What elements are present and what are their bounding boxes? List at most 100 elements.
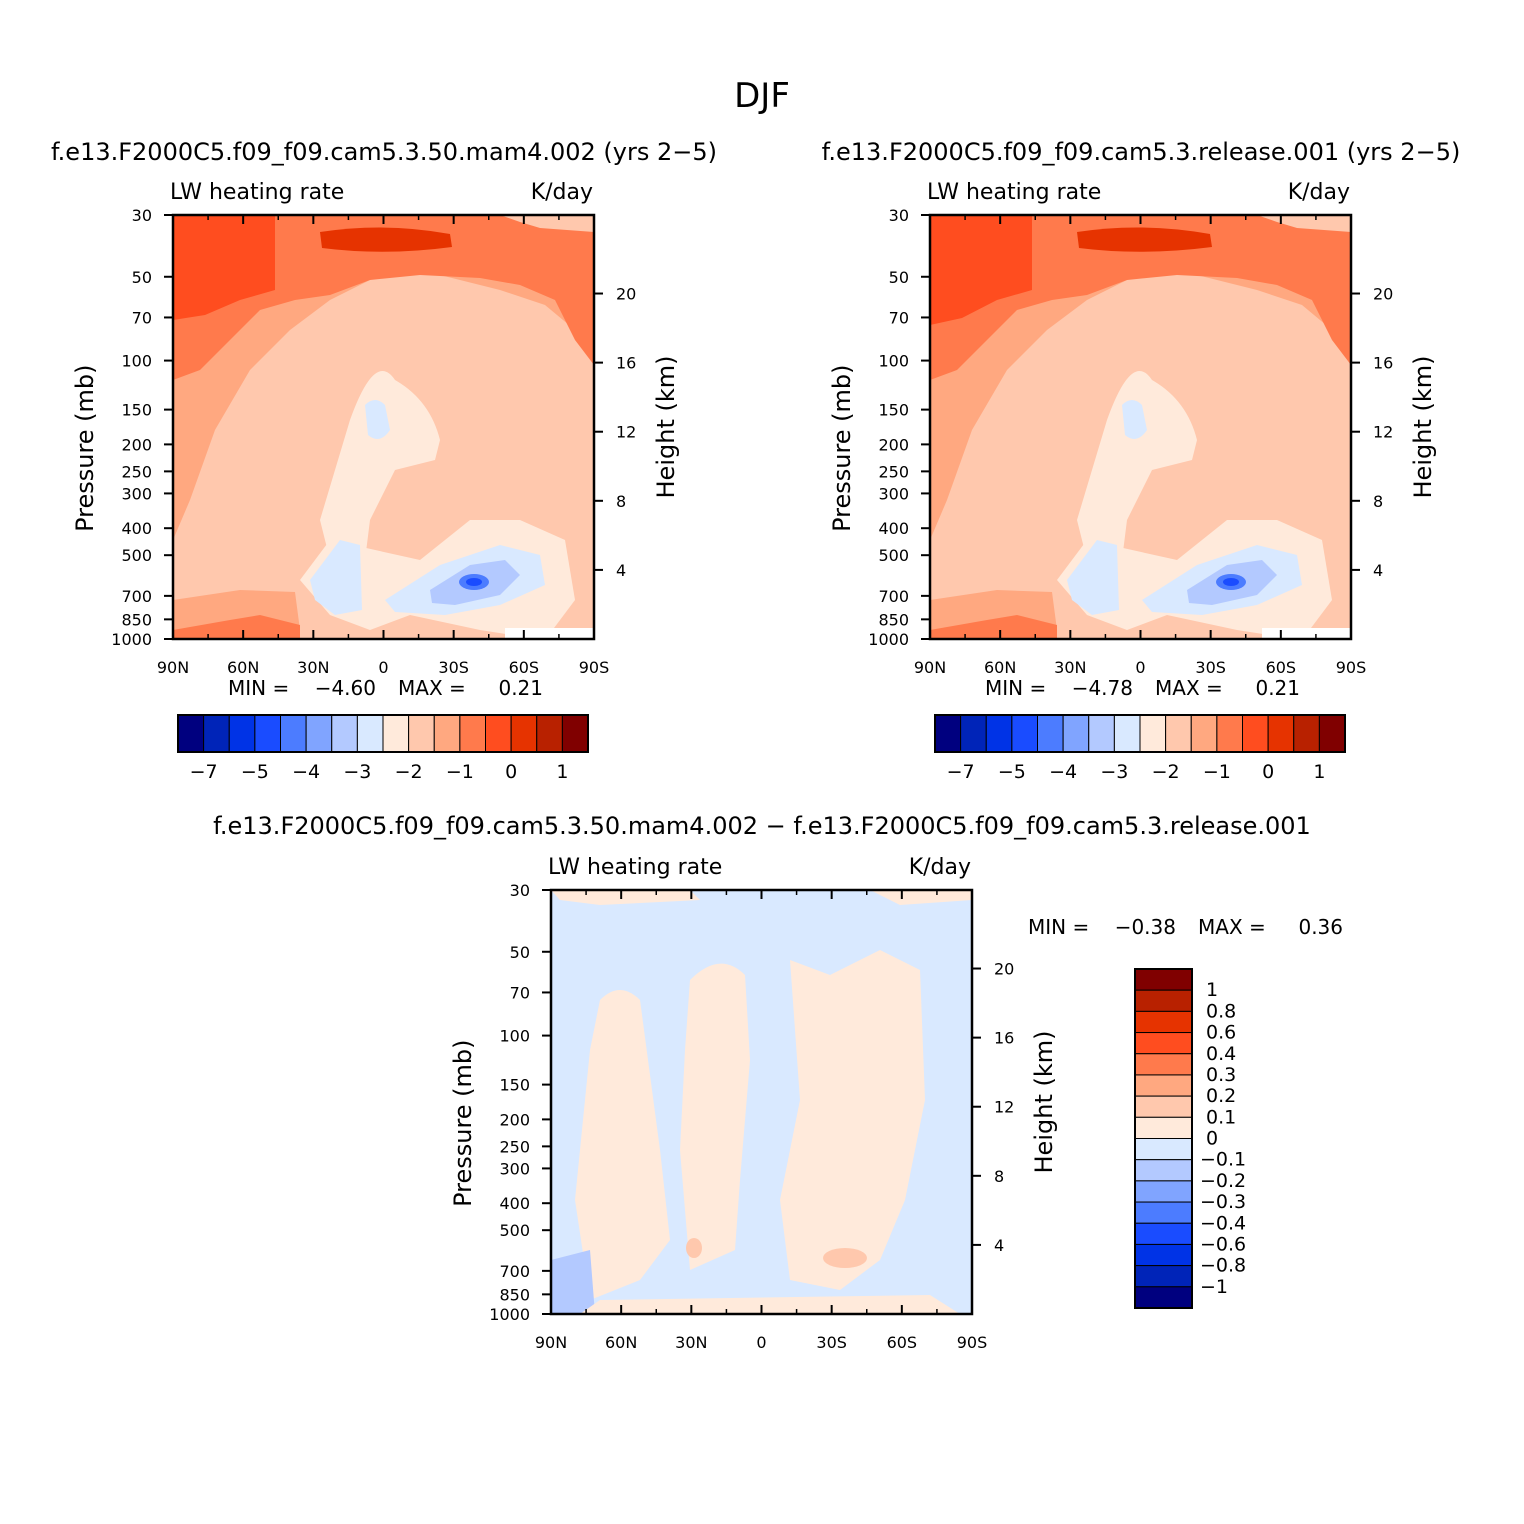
units-label: K/day [531,180,593,205]
y-right-axis-title: Height (km) [1030,1031,1058,1174]
y-tick-label: 400 [121,519,152,538]
colorbar-3: 10.80.60.40.30.20.10−0.1−0.2−0.3−0.4−0.6… [1134,968,1246,1309]
y-right-tick-label: 12 [1373,423,1393,442]
colorbar-label: −4 [1049,761,1077,783]
colorbar-box [1134,1286,1193,1309]
colorbar-box [1139,714,1167,753]
max-label: MAX = [398,676,466,700]
field-label: LW heating rate [927,180,1101,205]
colorbar-box [1134,1010,1193,1034]
y-tick-label: 30 [132,206,152,225]
x-tick-label: 30S [1195,658,1226,677]
y-right-tick-label: 4 [616,561,626,580]
colorbar-label: −0.2 [1200,1170,1246,1192]
colorbar-box [1134,1074,1193,1097]
colorbar-label: −1 [446,761,474,783]
colorbar-box [510,714,538,753]
y-tick-label: 700 [499,1262,530,1281]
colorbar-box [1318,714,1346,753]
colorbar-box [1134,1095,1193,1118]
colorbar-box [356,714,384,753]
y-tick-label: 300 [121,484,152,503]
y-tick-label: 250 [499,1137,530,1156]
colorbar-box [1134,1159,1193,1182]
max-value: 0.21 [1255,676,1300,700]
y-tick-label: 300 [878,484,909,503]
y-tick-label: 700 [878,587,909,606]
y-tick-label: 70 [889,308,909,327]
colorbar-box [1134,989,1193,1012]
y-tick-label: 700 [121,587,152,606]
colorbar-2: −7 −5 −4 −3 −2 −1 0 1 [934,714,1346,783]
x-tick-label: 90S [579,658,610,677]
colorbar-label: −0.6 [1200,1233,1246,1255]
x-tick-label: 60N [984,658,1016,677]
min-value: −0.38 [1115,915,1176,939]
colorbar-label: 1 [1313,761,1325,783]
x-tick-label: 90N [914,658,946,677]
colorbar-box [1134,1138,1193,1161]
y-tick-label: 1000 [489,1305,530,1324]
min-label: MIN = [985,676,1046,700]
x-tick-label: 30N [1054,658,1086,677]
y-axis-title: Pressure (mb) [71,364,99,531]
x-tick-label: 60S [887,1333,918,1352]
colorbar-box [1242,714,1269,753]
colorbar-label: −0.1 [1200,1149,1246,1171]
x-tick-label: 30S [816,1333,847,1352]
colorbar-label: 0 [505,761,517,783]
colorbar-box [1267,714,1295,753]
contour-field-1 [173,215,594,639]
colorbar-box [1134,1180,1193,1203]
x-tick-label: 0 [756,1333,766,1352]
y-right-tick-label: 16 [1373,354,1393,373]
y-tick-label: 50 [510,943,530,962]
contour-field-3 [551,890,972,1314]
colorbar-label: 0.4 [1206,1043,1236,1065]
colorbar-box [1011,714,1038,753]
y-right-tick-label: 16 [994,1029,1014,1048]
y-tick-label: 200 [121,435,152,454]
y-right-axis-title: Height (km) [1409,356,1437,499]
y-right-tick-label: 20 [616,285,636,304]
min-value: −4.78 [1072,676,1133,700]
y-right-tick-label: 20 [994,960,1014,979]
min-value: −4.60 [315,676,376,700]
y-tick-label: 200 [499,1110,530,1129]
colorbar-box [254,714,281,753]
colorbar-label: −0.3 [1200,1191,1246,1213]
y-tick-label: 500 [878,546,909,565]
y-tick-label: 300 [499,1159,530,1178]
contour-field-2 [930,215,1351,639]
y-tick-label: 30 [510,881,530,900]
colorbar-box [305,714,333,753]
y-right-tick-label: 12 [616,423,636,442]
colorbar-label: 0 [1206,1128,1218,1150]
colorbar-box [1037,714,1064,753]
colorbar-box [1134,1116,1193,1139]
max-label: MAX = [1198,915,1266,939]
colorbar-box [1134,1222,1193,1245]
colorbar-label: 0.3 [1206,1064,1236,1086]
colorbar-label: −0.8 [1200,1255,1246,1277]
colorbar-box [561,714,589,753]
y-tick-label: 400 [878,519,909,538]
colorbar-box [433,714,461,753]
x-tick-label: 30N [675,1333,707,1352]
units-label: K/day [909,855,971,880]
colorbar-box [177,714,205,753]
y-right-tick-label: 8 [1373,492,1383,511]
y-tick-label: 30 [889,206,909,225]
colorbar-box [1190,714,1218,753]
colorbar-box [536,714,563,753]
colorbar-frame [177,714,589,753]
colorbar-frame [1134,968,1193,1309]
colorbar-label: 0.8 [1206,1000,1236,1022]
x-tick-label: 90S [1336,658,1367,677]
colorbar-box [1134,1243,1193,1267]
colorbar-label: 1 [556,761,568,783]
y-tick-label: 70 [132,308,152,327]
colorbar-box [1134,968,1193,991]
x-tick-label: 0 [378,658,388,677]
colorbar-label: 0.2 [1206,1085,1236,1107]
